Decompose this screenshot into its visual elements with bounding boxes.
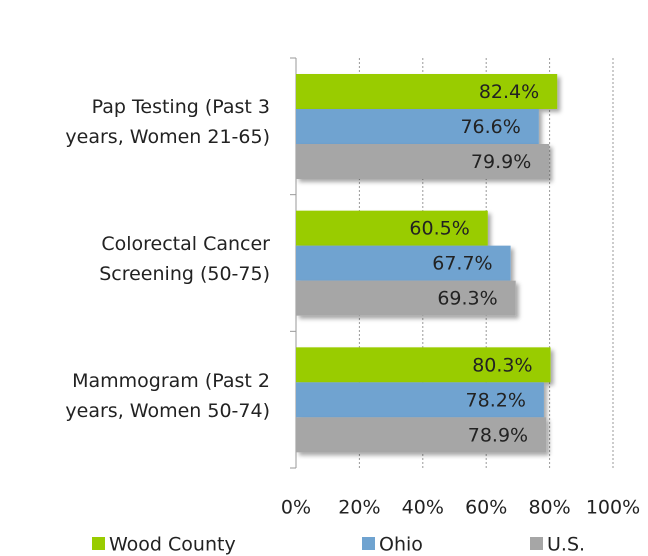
data-label: 60.5% bbox=[409, 218, 469, 240]
data-label: 69.3% bbox=[437, 288, 497, 310]
x-tick-label: 0% bbox=[281, 497, 311, 519]
data-label: 78.9% bbox=[468, 424, 528, 446]
legend-swatch bbox=[92, 537, 105, 550]
bar bbox=[296, 280, 516, 316]
bar bbox=[296, 144, 550, 179]
data-label: 76.6% bbox=[460, 116, 520, 138]
data-label: 82.4% bbox=[479, 81, 539, 103]
legend-label: U.S. bbox=[547, 534, 585, 556]
bar bbox=[296, 347, 551, 383]
legend-swatch bbox=[530, 537, 543, 550]
data-label: 79.9% bbox=[471, 151, 531, 173]
x-tick-label: 40% bbox=[402, 497, 444, 519]
bar bbox=[296, 210, 488, 246]
legend-label: Ohio bbox=[379, 534, 423, 556]
x-tick-label: 20% bbox=[338, 497, 380, 519]
category-label: Mammogram (Past 2 years, Women 50-74) bbox=[65, 369, 270, 422]
bar bbox=[296, 382, 544, 418]
x-tick-label: 80% bbox=[528, 497, 570, 519]
x-tick-label: 100% bbox=[586, 497, 640, 519]
data-label: 80.3% bbox=[472, 354, 532, 376]
category-label: Colorectal Cancer Screening (50-75) bbox=[99, 233, 270, 285]
legend-swatch bbox=[362, 537, 375, 550]
x-tick-label: 60% bbox=[465, 497, 507, 519]
legend-label: Wood County bbox=[109, 534, 236, 556]
category-label: Pap Testing (Past 3 years, Women 21-65) bbox=[65, 96, 270, 149]
bar bbox=[296, 109, 539, 144]
bar bbox=[296, 74, 558, 109]
bar bbox=[296, 245, 511, 281]
data-label: 67.7% bbox=[432, 253, 492, 275]
data-label: 78.2% bbox=[466, 389, 526, 411]
bar bbox=[296, 417, 547, 453]
